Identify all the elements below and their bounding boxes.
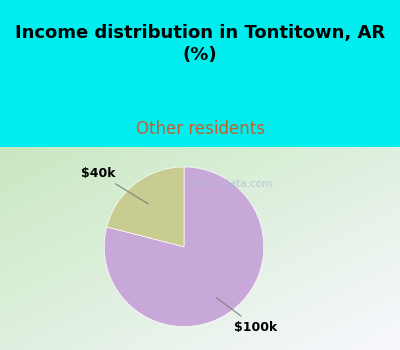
Text: Income distribution in Tontitown, AR
(%): Income distribution in Tontitown, AR (%) (15, 24, 385, 64)
Text: Other residents: Other residents (136, 120, 264, 138)
Text: ⓘ City-Data.com: ⓘ City-Data.com (188, 179, 272, 189)
Text: $100k: $100k (216, 298, 278, 334)
Wedge shape (107, 167, 184, 247)
Wedge shape (104, 167, 264, 327)
Text: $40k: $40k (80, 167, 148, 204)
